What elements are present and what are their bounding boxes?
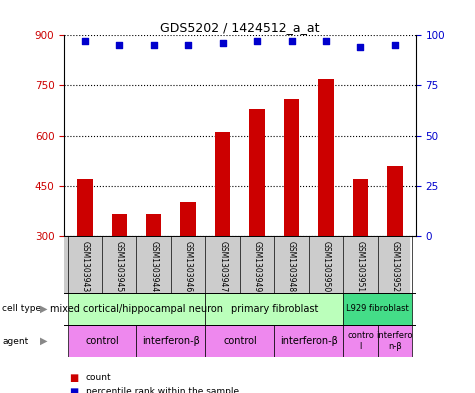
- Bar: [146, 214, 162, 236]
- Title: GDS5202 / 1424512_a_at: GDS5202 / 1424512_a_at: [160, 21, 320, 34]
- Text: interferon-β: interferon-β: [142, 336, 200, 346]
- Bar: [77, 179, 93, 236]
- Text: L929 fibroblast: L929 fibroblast: [346, 305, 409, 313]
- Point: [115, 42, 123, 48]
- Text: ▶: ▶: [40, 336, 48, 346]
- Text: GSM1303951: GSM1303951: [356, 241, 365, 293]
- Bar: [353, 179, 368, 236]
- Point: [253, 38, 261, 44]
- Text: control: control: [223, 336, 257, 346]
- Text: GSM1303949: GSM1303949: [253, 241, 262, 293]
- Text: GSM1303947: GSM1303947: [218, 241, 227, 293]
- Text: ■: ■: [69, 387, 78, 393]
- Text: control: control: [85, 336, 119, 346]
- Text: GSM1303944: GSM1303944: [149, 241, 158, 293]
- Bar: [67, 325, 136, 357]
- Text: GSM1303945: GSM1303945: [115, 241, 124, 293]
- Text: GSM1303943: GSM1303943: [80, 241, 89, 293]
- Bar: [275, 325, 343, 357]
- Bar: [343, 293, 412, 325]
- Text: percentile rank within the sample: percentile rank within the sample: [86, 387, 238, 393]
- Text: count: count: [86, 373, 111, 382]
- Text: mixed cortical/hippocampal neuron: mixed cortical/hippocampal neuron: [50, 304, 223, 314]
- Text: interferon-β: interferon-β: [280, 336, 338, 346]
- Text: contro
l: contro l: [347, 331, 374, 351]
- Point: [81, 38, 89, 44]
- Point: [391, 42, 399, 48]
- Text: ▶: ▶: [40, 304, 48, 314]
- Bar: [136, 325, 205, 357]
- Text: interfero
n-β: interfero n-β: [377, 331, 413, 351]
- Text: agent: agent: [2, 337, 28, 345]
- Text: GSM1303950: GSM1303950: [322, 241, 331, 293]
- Bar: [205, 293, 343, 325]
- Text: ■: ■: [69, 373, 78, 383]
- Point: [219, 40, 227, 46]
- Bar: [387, 165, 403, 236]
- Text: GSM1303946: GSM1303946: [184, 241, 193, 293]
- Bar: [249, 109, 265, 236]
- Bar: [67, 293, 205, 325]
- Point: [288, 38, 295, 44]
- Text: GSM1303948: GSM1303948: [287, 241, 296, 293]
- Bar: [343, 325, 378, 357]
- Text: cell type: cell type: [2, 305, 41, 313]
- Bar: [215, 132, 230, 236]
- Point: [150, 42, 158, 48]
- Bar: [284, 99, 299, 236]
- Text: GSM1303952: GSM1303952: [390, 241, 399, 293]
- Point: [184, 42, 192, 48]
- Bar: [318, 79, 334, 236]
- Text: primary fibroblast: primary fibroblast: [231, 304, 318, 314]
- Bar: [378, 325, 412, 357]
- Bar: [205, 325, 275, 357]
- Bar: [112, 214, 127, 236]
- Point: [322, 38, 330, 44]
- Bar: [180, 202, 196, 236]
- Point: [357, 44, 364, 51]
